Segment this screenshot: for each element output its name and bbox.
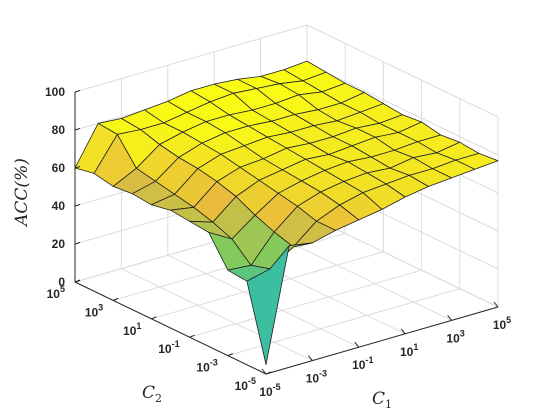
sidewall-gridline-z [306, 62, 499, 156]
axis-labels: 0 20 40 60 80 100 10-5 10-3 10-1 101 103 105 10-5 10-… [12, 85, 511, 411]
x-tick-mark [447, 315, 452, 321]
y-tick-mark [113, 297, 119, 301]
z-tick-mark [74, 166, 81, 169]
y-axis-title: C2 [142, 383, 162, 405]
x-axis-line [265, 306, 499, 375]
z-axis-title: ACC(%) [12, 158, 32, 228]
y-axis-line [74, 281, 267, 375]
floor-gridline-x [121, 268, 313, 362]
x-tick-label: 10-5 [259, 382, 280, 399]
y-tick-label: 105 [47, 284, 65, 301]
surface [74, 60, 499, 365]
x-tick-mark [400, 328, 406, 335]
x-tick-mark [354, 341, 360, 348]
y-tick-label: 10-5 [235, 376, 256, 393]
z-tick-mark [74, 242, 81, 245]
sidewall-gridline-z [306, 24, 499, 118]
surface-patch [246, 245, 290, 365]
x-axis-title: C1 [372, 389, 392, 411]
y-tick-label: 10-3 [196, 358, 217, 375]
floor-gridline-y [189, 269, 422, 338]
z-tick-mark [74, 204, 81, 207]
y-tick-mark [265, 371, 272, 375]
y-tick-label: 101 [123, 321, 141, 338]
x-tick-label: 10-3 [306, 369, 327, 386]
z-tick-label: 20 [52, 237, 66, 251]
y-tick-mark [151, 316, 157, 320]
y-tick-mark [227, 353, 233, 357]
x-tick-label: 103 [446, 328, 464, 345]
x-tick-label: 101 [400, 342, 418, 359]
x-tick-mark [261, 368, 267, 375]
backwall-gridline-z [74, 24, 308, 93]
z-tick-label: 0 [58, 275, 65, 289]
x-tick-label: 105 [493, 315, 511, 332]
z-tick-label: 60 [52, 161, 66, 175]
z-tick-label: 100 [45, 85, 65, 99]
x-tick-label: 10-1 [352, 355, 373, 372]
x-tick-mark [493, 301, 499, 308]
y-tick-label: 103 [85, 302, 103, 319]
y-tick-mark [189, 334, 195, 338]
z-tick-mark [74, 90, 81, 93]
z-tick-mark [74, 128, 81, 131]
z-tick-label: 80 [52, 123, 66, 137]
axes [74, 92, 499, 375]
sidewall-gridline-z [306, 214, 499, 308]
y-tick-label: 10-1 [158, 339, 179, 356]
y-tick-mark [74, 279, 81, 283]
z-tick-label: 40 [52, 199, 66, 213]
x-tick-mark [308, 355, 313, 361]
